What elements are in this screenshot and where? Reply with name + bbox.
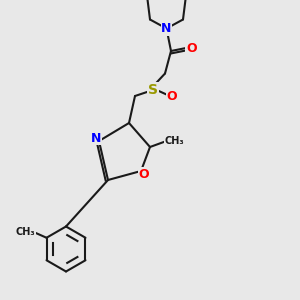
Text: O: O xyxy=(139,167,149,181)
Text: S: S xyxy=(148,83,158,97)
Text: N: N xyxy=(91,131,101,145)
Text: CH₃: CH₃ xyxy=(164,136,184,146)
Text: N: N xyxy=(161,22,172,35)
Text: CH₃: CH₃ xyxy=(16,227,35,237)
Text: O: O xyxy=(186,41,197,55)
Text: O: O xyxy=(167,89,177,103)
